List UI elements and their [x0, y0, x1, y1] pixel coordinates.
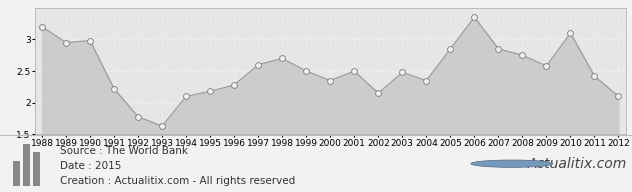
Point	[470, 16, 480, 19]
Point	[133, 115, 143, 118]
Point	[566, 31, 576, 35]
FancyBboxPatch shape	[13, 161, 20, 186]
Text: Date : 2015: Date : 2015	[60, 161, 121, 171]
Point	[277, 57, 287, 60]
Point	[446, 47, 456, 50]
Point	[349, 70, 360, 73]
Point	[494, 47, 504, 50]
Text: Creation : Actualitix.com - All rights reserved: Creation : Actualitix.com - All rights r…	[60, 176, 295, 186]
Point	[37, 25, 47, 28]
Point	[614, 95, 624, 98]
Point	[542, 65, 552, 68]
FancyBboxPatch shape	[23, 144, 30, 186]
Point	[205, 90, 215, 93]
Point	[229, 84, 239, 87]
Point	[253, 63, 263, 66]
Point	[325, 79, 335, 82]
Point	[157, 125, 167, 128]
Point	[301, 70, 311, 73]
Point	[374, 92, 384, 95]
FancyBboxPatch shape	[33, 152, 40, 186]
Point	[85, 39, 95, 42]
Point	[422, 79, 432, 82]
Point	[61, 41, 71, 44]
Point	[518, 54, 528, 57]
Point	[181, 95, 191, 98]
Point	[109, 87, 119, 90]
Text: Actualitix.com: Actualitix.com	[528, 157, 627, 171]
Point	[590, 74, 600, 78]
Text: Source : The World Bank: Source : The World Bank	[60, 146, 188, 156]
Circle shape	[471, 160, 553, 167]
Point	[398, 71, 408, 74]
